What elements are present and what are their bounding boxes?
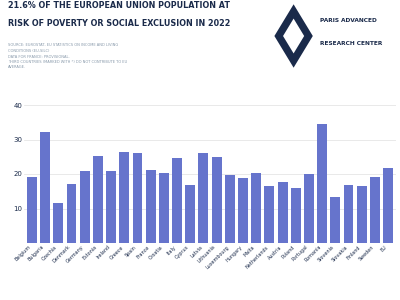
Bar xyxy=(132,153,142,243)
Bar xyxy=(251,173,261,243)
Bar xyxy=(264,186,274,243)
Bar xyxy=(238,178,248,243)
Bar xyxy=(278,182,288,243)
Bar xyxy=(66,184,76,243)
Text: SOURCE: EUROSTAT, EU STATISTICS ON INCOME AND LIVING
CONDITIONS (EU-SILC)
DATA F: SOURCE: EUROSTAT, EU STATISTICS ON INCOM… xyxy=(8,44,127,70)
Polygon shape xyxy=(274,4,313,68)
Bar xyxy=(27,177,37,243)
Text: PARIS ADVANCED: PARIS ADVANCED xyxy=(320,17,377,22)
Bar xyxy=(53,202,63,243)
Bar xyxy=(317,124,327,243)
Bar xyxy=(185,185,195,243)
Bar xyxy=(80,170,90,243)
Bar xyxy=(172,158,182,243)
Text: RESEARCH CENTER: RESEARCH CENTER xyxy=(320,41,382,46)
Bar xyxy=(225,176,235,243)
Bar xyxy=(304,174,314,243)
Bar xyxy=(146,170,156,243)
Bar xyxy=(344,185,354,243)
Polygon shape xyxy=(283,19,304,53)
Bar xyxy=(119,152,129,243)
Bar xyxy=(159,173,169,243)
Bar xyxy=(93,156,103,243)
Bar xyxy=(40,132,50,243)
Text: 21.6% OF THE EUROPEAN UNION POPULATION AT: 21.6% OF THE EUROPEAN UNION POPULATION A… xyxy=(8,2,230,10)
Bar xyxy=(198,153,208,243)
Text: RISK OF POVERTY OR SOCIAL EXCLUSION IN 2022: RISK OF POVERTY OR SOCIAL EXCLUSION IN 2… xyxy=(8,20,230,28)
Bar xyxy=(357,186,367,243)
Bar xyxy=(106,171,116,243)
Bar xyxy=(291,188,301,243)
Bar xyxy=(212,157,222,243)
Bar xyxy=(330,197,340,243)
Bar xyxy=(370,177,380,243)
Bar xyxy=(383,169,393,243)
